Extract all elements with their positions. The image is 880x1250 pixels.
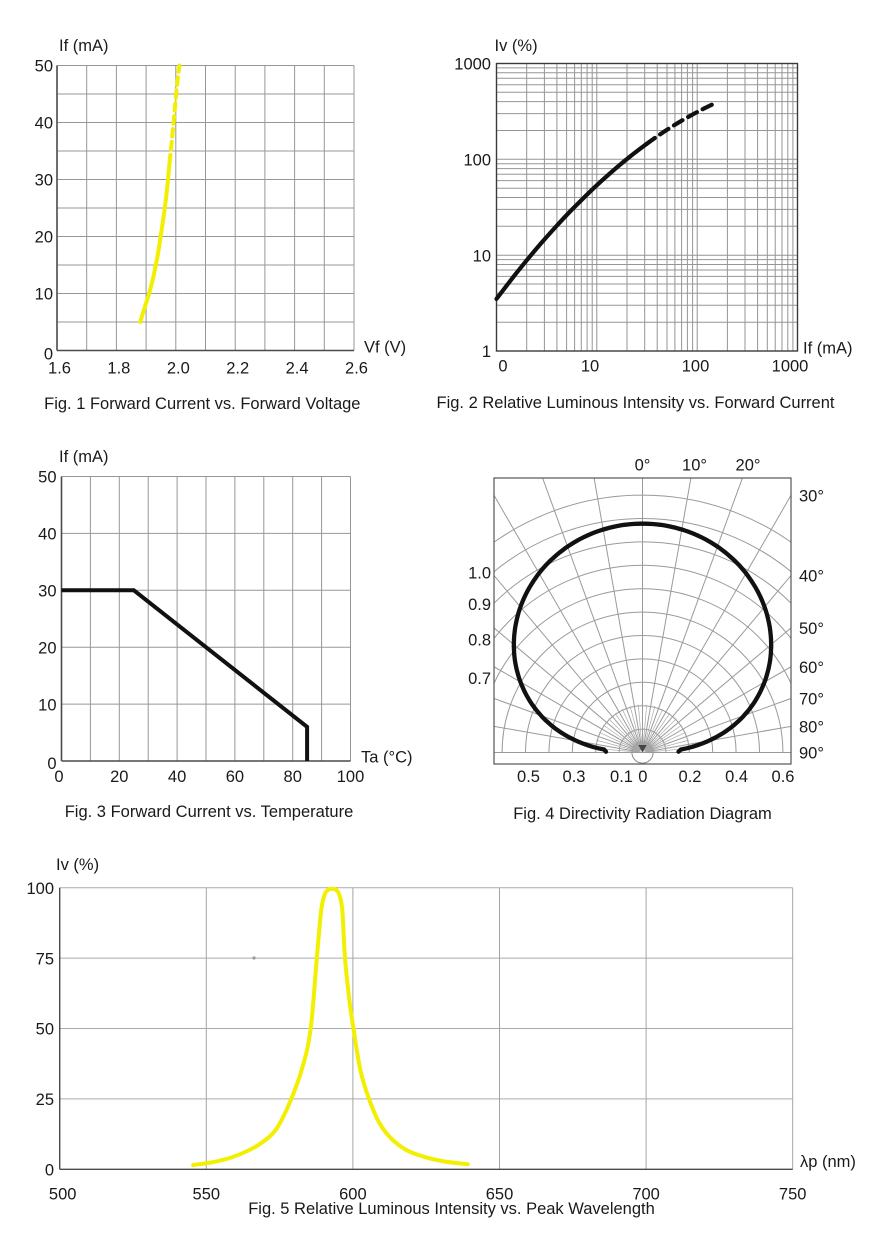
- svg-text:70°: 70°: [799, 691, 824, 709]
- svg-text:750: 750: [779, 1186, 807, 1204]
- svg-text:0.3: 0.3: [563, 768, 586, 786]
- svg-text:1.8: 1.8: [107, 360, 130, 378]
- svg-text:Fig. 2 Relative Luminous Inten: Fig. 2 Relative Luminous Intensity vs. F…: [437, 394, 835, 412]
- svg-text:Iv (%): Iv (%): [495, 37, 538, 55]
- svg-text:If (mA): If (mA): [59, 37, 109, 55]
- svg-text:0.7: 0.7: [468, 670, 491, 688]
- svg-text:90°: 90°: [799, 745, 824, 763]
- svg-text:Fig. 3 Forward Current vs. Tem: Fig. 3 Forward Current vs. Temperature: [65, 803, 354, 821]
- svg-text:30°: 30°: [799, 488, 824, 506]
- svg-text:10: 10: [581, 358, 599, 376]
- svg-text:100: 100: [682, 358, 710, 376]
- svg-text:0.9: 0.9: [468, 596, 491, 614]
- svg-text:Fig. 4 Directivity Radiation D: Fig. 4 Directivity Radiation Diagram: [513, 805, 772, 823]
- svg-text:0.2: 0.2: [679, 768, 702, 786]
- svg-text:0°: 0°: [635, 457, 651, 475]
- svg-text:60°: 60°: [799, 659, 824, 677]
- svg-text:Fig. 5 Relative Luminous Inten: Fig. 5 Relative Luminous Intensity vs. P…: [248, 1200, 655, 1218]
- svg-text:20: 20: [38, 639, 56, 657]
- svg-text:10: 10: [38, 696, 56, 714]
- svg-text:1.0: 1.0: [468, 565, 491, 583]
- svg-text:550: 550: [193, 1186, 221, 1204]
- svg-text:1: 1: [482, 343, 491, 361]
- svg-text:60: 60: [226, 768, 244, 786]
- svg-text:40: 40: [38, 526, 56, 544]
- svg-text:Iv (%): Iv (%): [56, 856, 99, 874]
- svg-text:20: 20: [110, 768, 128, 786]
- svg-text:50: 50: [35, 58, 53, 76]
- svg-text:0: 0: [498, 358, 507, 376]
- svg-text:100: 100: [337, 768, 365, 786]
- svg-text:2.2: 2.2: [226, 360, 249, 378]
- svg-text:100: 100: [463, 152, 491, 170]
- svg-text:1000: 1000: [454, 56, 491, 74]
- svg-text:0: 0: [45, 1162, 54, 1180]
- svg-text:1.6: 1.6: [48, 360, 71, 378]
- svg-text:2.6: 2.6: [345, 360, 368, 378]
- svg-text:2.0: 2.0: [167, 360, 190, 378]
- svg-text:30: 30: [38, 583, 56, 601]
- svg-text:40°: 40°: [799, 568, 824, 586]
- svg-text:20°: 20°: [736, 457, 761, 475]
- svg-text:500: 500: [49, 1186, 77, 1204]
- svg-text:10: 10: [473, 247, 491, 265]
- svg-text:100: 100: [26, 880, 54, 898]
- svg-text:10°: 10°: [682, 457, 707, 475]
- svg-text:Ta (°C): Ta (°C): [361, 749, 413, 767]
- svg-text:25: 25: [36, 1091, 54, 1109]
- svg-text:λp (nm): λp (nm): [800, 1153, 856, 1171]
- svg-text:10: 10: [35, 286, 53, 304]
- svg-text:Vf (V): Vf (V): [364, 339, 406, 357]
- svg-text:Fig. 1 Forward Current vs. For: Fig. 1 Forward Current vs. Forward Volta…: [44, 395, 360, 413]
- svg-text:0.5: 0.5: [517, 768, 540, 786]
- svg-text:2.4: 2.4: [286, 360, 309, 378]
- svg-text:0: 0: [638, 768, 647, 786]
- svg-text:50°: 50°: [799, 620, 824, 638]
- svg-text:40: 40: [35, 115, 53, 133]
- svg-text:20: 20: [35, 229, 53, 247]
- svg-text:50: 50: [38, 469, 56, 487]
- svg-text:0.4: 0.4: [725, 768, 748, 786]
- svg-text:If (mA): If (mA): [59, 448, 109, 466]
- svg-text:30: 30: [35, 172, 53, 190]
- svg-text:0.1: 0.1: [610, 768, 633, 786]
- svg-text:80: 80: [284, 768, 302, 786]
- svg-text:1000: 1000: [772, 358, 809, 376]
- svg-text:0.8: 0.8: [468, 631, 491, 649]
- svg-text:80°: 80°: [799, 719, 824, 737]
- svg-text:75: 75: [36, 950, 54, 968]
- svg-text:0: 0: [54, 768, 63, 786]
- svg-text:50: 50: [36, 1021, 54, 1039]
- svg-text:40: 40: [168, 768, 186, 786]
- svg-text:0.6: 0.6: [772, 768, 795, 786]
- svg-text:If (mA): If (mA): [803, 340, 853, 358]
